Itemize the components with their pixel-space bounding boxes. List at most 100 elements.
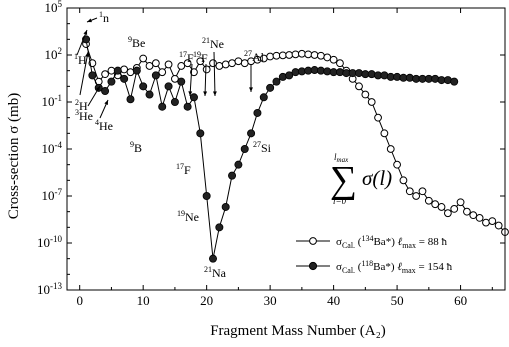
series-2-point bbox=[101, 87, 110, 96]
annotation-arrowhead bbox=[249, 87, 253, 92]
series-1-point bbox=[120, 65, 129, 74]
series-1-point bbox=[196, 57, 205, 66]
series-1-point bbox=[386, 145, 395, 153]
isotope-label: 27Al bbox=[244, 49, 265, 64]
isotope-label: 17F bbox=[176, 162, 191, 177]
series-1-point bbox=[355, 82, 363, 91]
y-tick-label: 102 bbox=[45, 46, 63, 62]
series-1-point bbox=[158, 68, 167, 77]
series-1-point bbox=[145, 62, 154, 70]
series-2-point bbox=[431, 74, 440, 83]
series-1-point bbox=[101, 70, 109, 79]
y-tick-label: 10-10 bbox=[37, 234, 62, 250]
series-1-point bbox=[177, 62, 186, 70]
series-1-point bbox=[164, 60, 173, 69]
isotope-label: 2H bbox=[75, 98, 88, 113]
x-tick-label: 30 bbox=[264, 293, 277, 308]
series-1-point bbox=[431, 200, 440, 209]
series-1-point bbox=[278, 51, 287, 60]
annotation-arrowhead bbox=[104, 100, 108, 105]
x-tick-label: 20 bbox=[200, 293, 213, 308]
series-1-point bbox=[266, 52, 275, 61]
series-1-point bbox=[380, 129, 389, 138]
legend-label-1: σCal. (134Ba*) ℓmax = 88 ħ bbox=[336, 234, 447, 250]
series-1-point bbox=[209, 59, 217, 68]
annotation-arrowhead bbox=[87, 18, 92, 23]
legend-marker-open bbox=[309, 237, 317, 245]
legend: σCal. (134Ba*) ℓmax = 88 ħ σCal. (118Ba*)… bbox=[296, 234, 453, 275]
series-2-point bbox=[88, 71, 97, 80]
series-1-point bbox=[336, 59, 344, 68]
series-1-point bbox=[151, 59, 160, 68]
series-1-point bbox=[215, 62, 224, 70]
series-2-point bbox=[177, 77, 186, 86]
series-2-point bbox=[272, 77, 281, 86]
series-2-point bbox=[139, 82, 148, 91]
series-1-point bbox=[221, 60, 230, 69]
series-1-point bbox=[405, 187, 414, 196]
legend-label-2: σCal. (118Ba*) ℓmax = 154 ħ bbox=[336, 259, 453, 275]
y-tick-label: 10-1 bbox=[42, 93, 63, 109]
series-1-point bbox=[450, 205, 459, 213]
isotope-label: 19Ne bbox=[177, 209, 199, 224]
x-tick-label: 50 bbox=[391, 293, 404, 308]
series-1-point bbox=[240, 59, 249, 68]
series-1-point bbox=[437, 203, 446, 211]
x-axis-title: Fragment Mass Number (A₂) bbox=[210, 323, 386, 339]
series-1-point bbox=[424, 196, 433, 205]
series-1-point bbox=[323, 53, 332, 62]
formula-sum-sign: ∑ bbox=[330, 159, 357, 201]
series-2-point bbox=[259, 93, 268, 102]
series-2-point bbox=[170, 98, 179, 107]
annotation-arrow bbox=[204, 63, 207, 97]
series-layer bbox=[82, 35, 509, 263]
series-1-point bbox=[418, 187, 427, 196]
isotope-label: 4He bbox=[95, 118, 113, 133]
series-1-point bbox=[463, 207, 471, 216]
series-2-point bbox=[151, 71, 160, 80]
series-1-point bbox=[469, 211, 478, 220]
isotope-label: 3He bbox=[75, 108, 93, 123]
series-1-point bbox=[272, 51, 281, 60]
series-2-point bbox=[240, 144, 249, 153]
legend-marker-filled bbox=[308, 261, 318, 271]
annotation-arrowhead bbox=[203, 91, 208, 96]
annotation-arrowhead bbox=[85, 52, 90, 57]
series-1-point bbox=[494, 221, 503, 230]
series-1-point bbox=[297, 49, 306, 58]
series-1-point bbox=[310, 51, 319, 59]
series-2-point bbox=[221, 202, 230, 211]
series-1-point bbox=[361, 90, 370, 99]
series-1-point bbox=[139, 54, 148, 63]
isotope-label: 17F bbox=[179, 50, 194, 65]
isotope-label: 21Ne bbox=[202, 36, 224, 51]
series-1-point bbox=[482, 218, 490, 227]
series-1-point bbox=[367, 98, 376, 106]
annotation-arrowhead bbox=[95, 86, 100, 91]
series-1-point bbox=[488, 217, 497, 225]
formula-upper-limit: lmax bbox=[334, 152, 349, 164]
series-2-point bbox=[120, 74, 129, 83]
series-2-point bbox=[189, 93, 198, 102]
isotope-label: 1n bbox=[99, 10, 109, 25]
series-2-point bbox=[132, 66, 141, 75]
x-tick-label: 10 bbox=[137, 293, 150, 308]
formula-lower-limit: l=0 bbox=[333, 196, 347, 206]
series-2-point bbox=[253, 108, 262, 117]
isotope-label: 19F bbox=[193, 50, 208, 65]
annotation-arrow bbox=[79, 51, 89, 96]
series-1-point bbox=[171, 74, 179, 83]
series-1-point bbox=[393, 160, 401, 169]
series-1-point bbox=[190, 68, 198, 77]
series-1-point bbox=[374, 113, 382, 122]
isotope-label: 9B bbox=[130, 140, 142, 155]
series-2-point bbox=[196, 129, 205, 138]
series-2-point bbox=[450, 77, 459, 86]
y-tick-label: 10-13 bbox=[37, 281, 62, 297]
annotation-arrow bbox=[189, 63, 193, 97]
x-tick-label: 60 bbox=[454, 293, 467, 308]
y-axis-title: Cross-section σ (mb) bbox=[6, 93, 22, 219]
series-1-point bbox=[456, 198, 465, 207]
series-2-point bbox=[208, 254, 217, 263]
